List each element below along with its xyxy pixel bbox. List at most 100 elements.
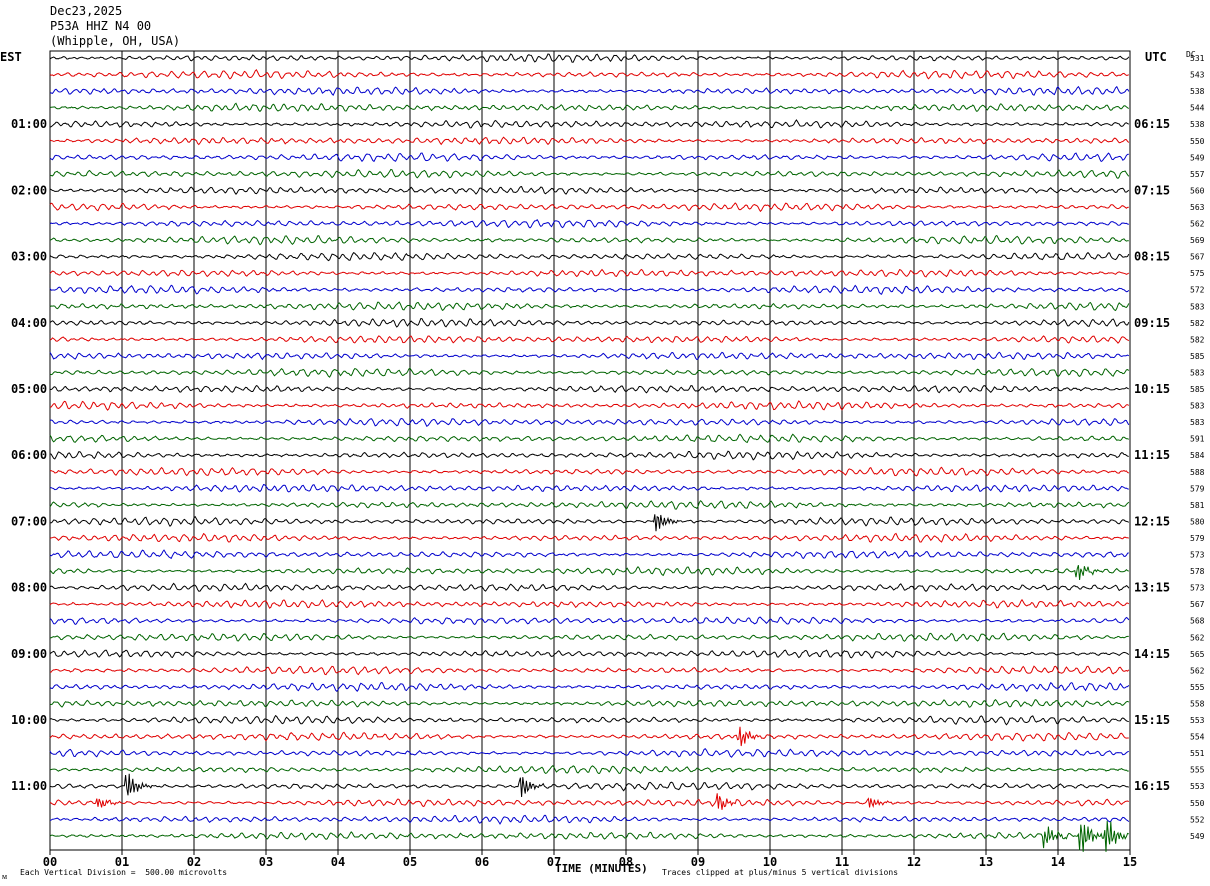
grid-lines [49,50,1131,855]
seismic-trace-line [49,301,1130,312]
seismic-trace-line [49,384,1130,394]
seismic-trace-line [49,119,1130,129]
x-tick-label: 04 [331,855,345,869]
dc-offset-value: 573 [1190,584,1205,593]
dc-offset-value: 531 [1190,54,1205,63]
dc-offset-value: 554 [1190,733,1205,742]
seismic-trace-line [49,500,1130,510]
left-hour-label: 06:00 [11,448,47,462]
seismic-trace-line [49,268,1130,278]
dc-offset-value: 567 [1190,600,1205,609]
x-tick-label: 01 [115,855,129,869]
seismic-trace-line [49,748,1129,758]
seismic-trace-line [49,251,1130,262]
dc-offset-value: 575 [1190,269,1205,278]
dc-offset-value: 558 [1190,699,1205,708]
seismic-trace-line [49,85,1130,96]
seismic-trace-line [49,219,1129,229]
seismic-trace-line [49,793,1130,810]
x-tick-label: 14 [1051,855,1065,869]
right-timezone-label: UTC [1145,50,1167,64]
seismic-trace-line [49,649,1130,659]
right-hour-label: 08:15 [1134,250,1170,264]
dc-offset-value: 550 [1190,137,1205,146]
seismic-trace-line [49,367,1130,378]
seismic-traces [49,53,1130,852]
seismic-trace-line [49,284,1130,295]
seismic-trace-line [49,466,1129,477]
seismic-trace-line [49,820,1129,852]
seismic-trace-line [49,565,1129,580]
dc-offset-value: 583 [1190,418,1205,427]
seismic-trace-line [49,532,1129,543]
x-tick-label: 13 [979,855,993,869]
left-hour-label: 02:00 [11,183,47,197]
left-hour-label: 07:00 [11,514,47,528]
x-tick-label: 07 [547,855,561,869]
x-tick-label: 03 [259,855,273,869]
dc-offset-value: 591 [1190,435,1205,444]
dc-offset-value: 555 [1190,683,1205,692]
seismic-trace-line [49,152,1129,163]
dc-offset-value: 579 [1190,484,1205,493]
dc-offset-value: 565 [1190,650,1205,659]
seismic-trace-line [49,632,1129,642]
left-hour-label: 10:00 [11,713,47,727]
axis-labels: 00 01 02 03 04 05 06 07 08 09 10 11 12 13 14 15 531 543 53… [11,54,1205,869]
x-tick-label: 09 [691,855,705,869]
left-hour-label: 08:00 [11,581,47,595]
seismic-trace-line [49,450,1129,461]
x-tick-label: 02 [187,855,201,869]
dc-offset-value: 584 [1190,451,1205,460]
x-tick-label: 10 [763,855,777,869]
x-tick-label: 05 [403,855,417,869]
dc-offset-value: 585 [1190,352,1205,361]
x-tick-label: 08 [619,855,633,869]
header-date: Dec23,2025 [50,4,123,18]
dc-offset-value: 588 [1190,468,1205,477]
dc-offset-value: 579 [1190,534,1205,543]
dc-offset-value: 555 [1190,766,1205,775]
right-hour-label: 16:15 [1134,779,1170,793]
right-hour-label: 15:15 [1134,713,1170,727]
seismic-trace-line [49,317,1130,328]
seismic-trace-line [49,335,1130,344]
seismic-trace-line [49,714,1129,726]
dc-offset-value: 572 [1190,286,1205,295]
left-hour-label: 01:00 [11,117,47,131]
seismic-trace-line [49,665,1130,676]
seismic-trace-line [49,234,1129,246]
left-timezone-label: EST [0,50,22,64]
seismic-trace-line [49,136,1130,146]
dc-offset-value: 543 [1190,71,1205,80]
seismic-trace-line [49,814,1130,825]
seismic-trace-line [49,168,1130,180]
seismic-trace-line [49,483,1129,493]
dc-offset-value: 550 [1190,799,1205,808]
plot-frame [49,50,1131,851]
seismic-trace-line [49,417,1130,428]
dc-offset-value: 549 [1190,832,1205,841]
dc-offset-value: 568 [1190,617,1205,626]
right-hour-label: 14:15 [1134,647,1170,661]
dc-offset-value: 578 [1190,567,1205,576]
x-tick-label: 12 [907,855,921,869]
seismic-trace-line [49,53,1130,63]
seismic-trace-line [49,726,1129,747]
seismic-trace-line [49,102,1130,113]
right-hour-label: 09:15 [1134,316,1170,330]
header-location: (Whipple, OH, USA) [50,34,181,48]
right-hour-label: 12:15 [1134,514,1170,528]
clip-note: Traces clipped at plus/minus 5 vertical … [662,868,899,877]
left-hour-label: 09:00 [11,647,47,661]
dc-offset-value: 538 [1190,120,1205,129]
right-hour-label: 11:15 [1134,448,1170,462]
x-tick-label: 11 [835,855,849,869]
seismic-trace-line [49,351,1130,361]
corner-mark: ᴍ [2,872,8,881]
left-hour-label: 11:00 [11,779,47,793]
dc-offset-value: 567 [1190,253,1205,262]
dc-offset-value: 585 [1190,385,1205,394]
header-station: P53A HHZ N4 00 [50,19,152,33]
